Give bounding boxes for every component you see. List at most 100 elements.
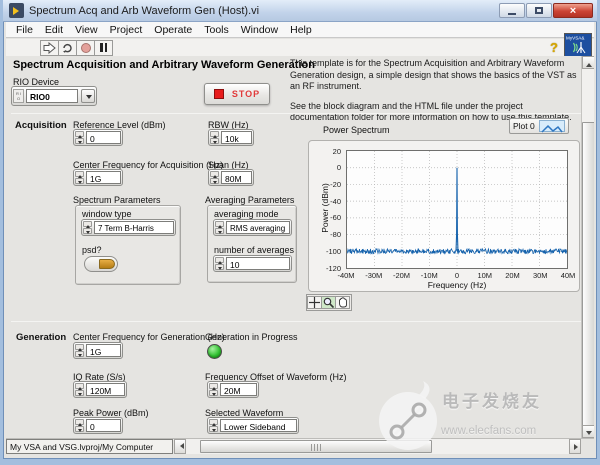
menu-operate[interactable]: Operate xyxy=(154,23,193,36)
svg-text:MyVSA&: MyVSA& xyxy=(566,35,584,40)
context-help-button[interactable]: ? xyxy=(550,40,558,55)
psd-toggle[interactable] xyxy=(84,256,118,272)
center-frequency-gen-value[interactable]: 1G xyxy=(86,344,121,357)
frequency-offset-control[interactable]: 20M xyxy=(207,381,259,398)
run-button[interactable] xyxy=(40,39,59,56)
plot-legend-label: Plot 0 xyxy=(513,121,535,131)
selected-waveform-spinner[interactable] xyxy=(209,419,218,432)
peak-power-label: Peak Power (dBm) xyxy=(73,408,149,418)
menu-window[interactable]: Window xyxy=(240,23,279,36)
reference-level-control[interactable]: 0 xyxy=(73,129,123,146)
iq-rate-spinner[interactable] xyxy=(75,383,84,396)
frequency-offset-spinner[interactable] xyxy=(209,383,218,396)
scroll-right-button[interactable] xyxy=(569,439,581,454)
window-type-value[interactable]: 7 Term B-Harris xyxy=(94,221,174,234)
peak-power-value[interactable]: 0 xyxy=(86,419,121,432)
scroll-left-button[interactable] xyxy=(174,439,186,454)
magnifier-icon xyxy=(323,297,334,308)
number-of-averages-control[interactable]: 10 xyxy=(213,255,292,272)
psd-toggle-knob xyxy=(99,259,115,269)
rio-device-dropdown-button[interactable] xyxy=(81,89,95,103)
generation-in-progress-led xyxy=(207,344,222,359)
span-spinner[interactable] xyxy=(210,171,219,184)
rbw-control[interactable]: 10k xyxy=(208,129,254,146)
center-frequency-acq-control[interactable]: 1G xyxy=(73,169,123,186)
averaging-mode-value[interactable]: RMS averaging xyxy=(226,221,290,234)
stop-button[interactable]: STOP xyxy=(204,83,270,105)
horizontal-scrollbar[interactable] xyxy=(174,439,581,454)
x-tick-label: -20M xyxy=(392,271,411,280)
window-type-ring[interactable]: 7 Term B-Harris xyxy=(81,219,176,236)
reference-level-label: Reference Level (dBm) xyxy=(73,120,166,130)
y-tick-label: -100 xyxy=(325,246,341,256)
plot-area[interactable] xyxy=(346,150,568,269)
maximize-button[interactable] xyxy=(526,3,552,18)
averaging-mode-spinner[interactable] xyxy=(215,221,224,234)
iq-rate-control[interactable]: 120M xyxy=(73,381,127,398)
menu-file[interactable]: File xyxy=(16,23,33,36)
rio-device-label: RIO Device xyxy=(13,77,60,87)
number-of-averages-value[interactable]: 10 xyxy=(226,257,290,270)
averaging-mode-label: averaging mode xyxy=(214,209,279,219)
window-type-spinner[interactable] xyxy=(83,221,92,234)
center-frequency-gen-control[interactable]: 1G xyxy=(73,342,123,359)
project-context-selector[interactable]: My VSA and VSG.lvproj/My Computer xyxy=(6,439,173,454)
right-arrow-icon xyxy=(574,444,581,450)
span-control[interactable]: 80M xyxy=(208,169,254,186)
menu-help[interactable]: Help xyxy=(290,23,312,36)
menu-tools[interactable]: Tools xyxy=(204,23,229,36)
scroll-down-button[interactable] xyxy=(582,425,594,438)
selected-waveform-ring[interactable]: Lower Sideband xyxy=(207,417,299,434)
vertical-scrollbar-thumb[interactable] xyxy=(582,122,594,430)
pan-tool-button[interactable] xyxy=(335,296,350,309)
reference-level-value[interactable]: 0 xyxy=(86,131,121,144)
center-frequency-gen-spinner[interactable] xyxy=(75,344,84,357)
abort-button[interactable] xyxy=(76,39,95,56)
frequency-offset-label: Frequency Offset of Waveform (Hz) xyxy=(205,372,347,382)
plot-legend[interactable]: Plot 0 xyxy=(509,118,569,134)
x-tick-label: -10M xyxy=(420,271,438,280)
stop-button-label: STOP xyxy=(231,89,261,99)
vertical-scrollbar[interactable] xyxy=(581,56,594,438)
center-frequency-acq-value[interactable]: 1G xyxy=(86,171,121,184)
iq-rate-value[interactable]: 120M xyxy=(86,383,125,396)
pause-button[interactable] xyxy=(94,39,113,56)
zoom-tool-button[interactable] xyxy=(321,296,336,309)
minimize-button[interactable] xyxy=(499,3,525,18)
menu-view[interactable]: View xyxy=(75,23,98,36)
frequency-offset-value[interactable]: 20M xyxy=(220,383,257,396)
averaging-mode-ring[interactable]: RMS averaging xyxy=(213,219,292,236)
cursor-tool-button[interactable] xyxy=(307,296,322,309)
center-frequency-gen-label: Center Frequency for Generation (Hz) xyxy=(73,332,225,342)
rio-device-control[interactable]: R I O RIO0 xyxy=(11,86,97,106)
menu-edit[interactable]: Edit xyxy=(44,23,64,36)
x-tick-label: 20M xyxy=(505,271,520,280)
reference-level-spinner[interactable] xyxy=(75,131,84,144)
scroll-up-button[interactable] xyxy=(582,56,594,69)
rio-device-value[interactable]: RIO0 xyxy=(26,89,78,103)
y-tick-label: -40 xyxy=(330,196,341,206)
selected-waveform-value[interactable]: Lower Sideband xyxy=(220,419,297,432)
run-continuously-button[interactable] xyxy=(58,39,77,56)
crosshair-icon xyxy=(309,297,320,308)
peak-power-control[interactable]: 0 xyxy=(73,417,123,434)
horizontal-scrollbar-thumb[interactable] xyxy=(200,440,432,453)
menu-project[interactable]: Project xyxy=(109,23,143,36)
description-paragraph-2: See the block diagram and the HTML file … xyxy=(290,100,572,123)
center-frequency-acq-spinner[interactable] xyxy=(75,171,84,184)
plot-canvas xyxy=(346,151,568,268)
rbw-spinner[interactable] xyxy=(210,131,219,144)
spectrum-parameters-label: Spectrum Parameters xyxy=(73,195,161,205)
x-tick-label: -40M xyxy=(337,271,355,280)
minimize-icon xyxy=(508,12,516,15)
number-of-averages-spinner[interactable] xyxy=(215,257,224,270)
power-spectrum-label: Power Spectrum xyxy=(323,125,390,135)
peak-power-spinner[interactable] xyxy=(75,419,84,432)
y-tick-label: 0 xyxy=(336,163,341,173)
abort-icon xyxy=(80,42,91,53)
close-button[interactable]: × xyxy=(553,3,593,18)
span-value[interactable]: 80M xyxy=(221,171,252,184)
rbw-value[interactable]: 10k xyxy=(221,131,252,144)
center-frequency-acq-label: Center Frequency for Acquisition (Hz) xyxy=(73,160,224,170)
title-bar: Spectrum Acq and Arb Waveform Gen (Host)… xyxy=(3,0,597,22)
